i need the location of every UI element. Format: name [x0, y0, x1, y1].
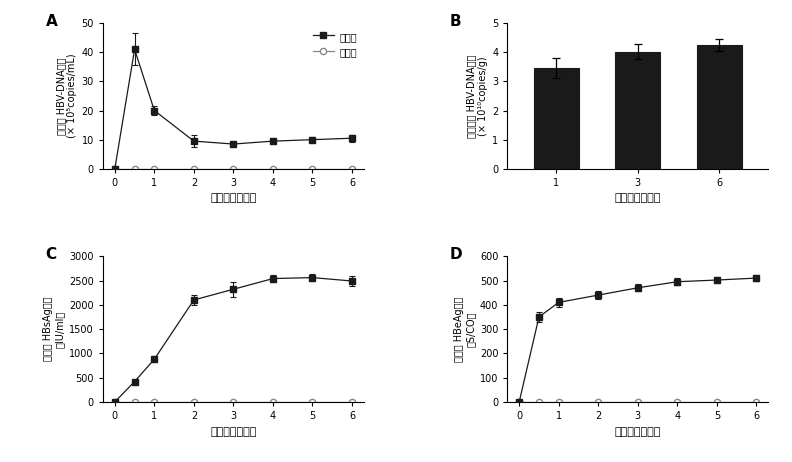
Bar [697, 45, 742, 169]
Legend: 模型组, 对照组: 模型组, 对照组 [313, 30, 357, 58]
Y-axis label: 血清中 HBV-DNA含量
(× 10⁵copies/mL): 血清中 HBV-DNA含量 (× 10⁵copies/mL) [55, 54, 78, 138]
Text: D: D [450, 248, 463, 262]
Y-axis label: 血清中 HBsAg含量
（IU/ml）: 血清中 HBsAg含量 （IU/ml） [44, 297, 65, 361]
Text: A: A [46, 14, 57, 30]
X-axis label: 建模时间（月）: 建模时间（月） [210, 426, 257, 437]
Text: C: C [46, 248, 57, 262]
Text: B: B [450, 14, 462, 30]
Bar [534, 68, 579, 169]
Bar [615, 52, 661, 169]
Y-axis label: 肝组织中 HBV-DNA含量
(× 10¹⁰copies/g): 肝组织中 HBV-DNA含量 (× 10¹⁰copies/g) [466, 54, 488, 138]
X-axis label: 建模时间（月）: 建模时间（月） [615, 194, 661, 203]
Y-axis label: 血清中 HBeAg含量
（S/CO）: 血清中 HBeAg含量 （S/CO） [454, 297, 476, 362]
X-axis label: 建模时间（月）: 建模时间（月） [615, 426, 661, 437]
X-axis label: 建模时间（月）: 建模时间（月） [210, 194, 257, 203]
